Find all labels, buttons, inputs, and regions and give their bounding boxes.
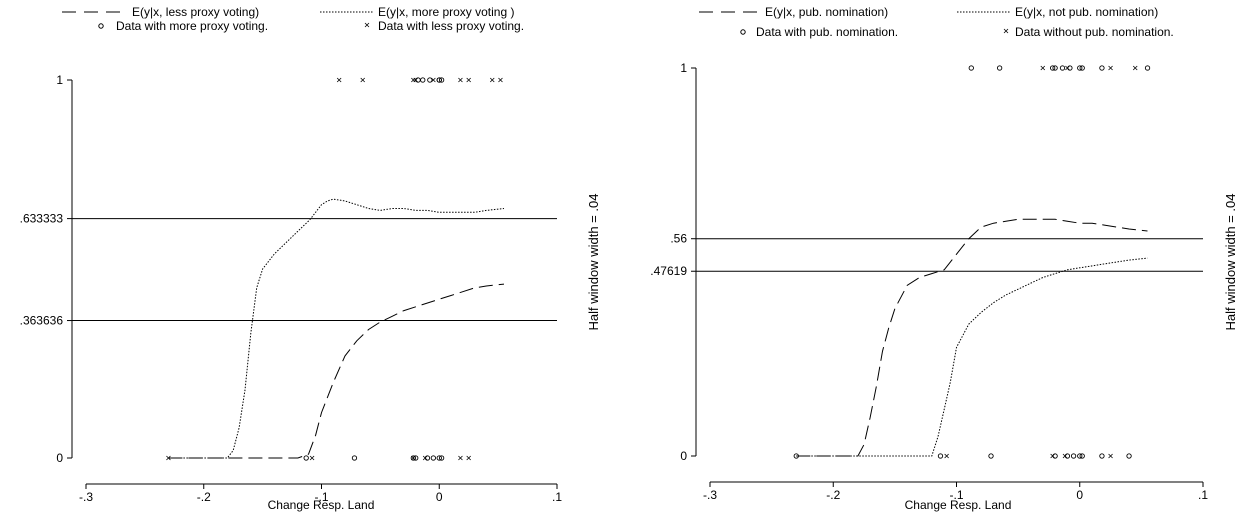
data-point-circle-left-7 xyxy=(438,455,445,461)
data-point-cross-left-13 xyxy=(489,77,495,83)
data-point-circle-right-15 xyxy=(1067,65,1073,71)
y-tick-label-right-3: 1 xyxy=(680,61,687,75)
data-point-cross-left-7 xyxy=(360,77,365,83)
legend-key-left-3 xyxy=(364,22,370,28)
data-point-cross-left-11 xyxy=(458,77,463,83)
legend-key-left-2 xyxy=(98,23,104,29)
x-tick-label-left-0: -.3 xyxy=(79,490,93,504)
x-tick-label-right-3: 0 xyxy=(1076,488,1083,502)
legend-key-right-2 xyxy=(740,29,746,35)
y-tick-label-right-1: .47619 xyxy=(650,264,687,278)
data-point-circle-left-8 xyxy=(415,77,421,83)
data-point-circle-left-1 xyxy=(351,455,358,461)
y-tick-label-left-3: 1 xyxy=(56,73,63,87)
data-point-circle-left-6 xyxy=(436,455,442,461)
x-tick-label-left-1: -.2 xyxy=(197,490,211,504)
plot-area-right: -.3 -.2 -.1 0 .1 0 .47619 .56 1 xyxy=(650,61,1208,502)
data-point-circle-left-12 xyxy=(436,77,442,83)
data-point-circle-right-18 xyxy=(1099,65,1105,71)
legend-label-right-2: Data with pub. nomination. xyxy=(756,25,898,39)
data-point-circle-left-9 xyxy=(420,77,426,83)
data-point-circle-right-9 xyxy=(1126,453,1132,459)
y-tick-label-left-2: .633333 xyxy=(20,212,64,226)
data-point-circle-left-13 xyxy=(438,77,445,83)
data-point-circle-right-12 xyxy=(1049,65,1056,71)
data-point-cross-right-1 xyxy=(1050,453,1055,459)
data-point-cross-right-4 xyxy=(1040,65,1046,71)
data-point-circle-right-4 xyxy=(1064,453,1071,459)
data-point-circle-right-3 xyxy=(1052,453,1058,459)
x-tick-label-right-4: .1 xyxy=(1198,488,1208,502)
legend-label-left-1: E(y|x, more proxy voting ) xyxy=(378,5,515,19)
series-line-right-1 xyxy=(796,257,1148,457)
side-note-right: Half window width = .04 xyxy=(1223,194,1238,331)
legend-left: E(y|x, less proxy voting) E(y|x, more pr… xyxy=(62,5,524,33)
legend-label-left-3: Data with less proxy voting. xyxy=(378,19,524,33)
data-point-circle-left-0 xyxy=(303,455,309,461)
data-point-circle-right-0 xyxy=(793,453,799,459)
x-axis-title-right: Change Resp. Land xyxy=(905,498,1012,512)
data-point-circle-left-2 xyxy=(410,455,416,461)
series-line-right-0 xyxy=(796,218,1148,457)
side-note-left: Half window width = .04 xyxy=(586,194,601,331)
data-point-cross-right-2 xyxy=(1062,453,1068,459)
data-point-circle-right-14 xyxy=(1059,65,1066,71)
data-point-circle-left-10 xyxy=(427,77,433,83)
data-point-cross-right-5 xyxy=(1065,65,1070,71)
data-point-cross-left-9 xyxy=(413,77,418,83)
x-tick-label-right-2: -.1 xyxy=(949,488,963,502)
data-point-circle-right-8 xyxy=(1099,453,1105,459)
data-point-cross-right-3 xyxy=(1108,453,1113,459)
data-point-cross-left-14 xyxy=(498,77,503,83)
x-tick-label-left-3: 0 xyxy=(436,490,443,504)
series-line-left-0 xyxy=(168,283,505,459)
chart-right: E(y|x, pub. nomination) E(y|x, not pub. … xyxy=(650,5,1238,512)
x-tick-label-right-1: -.2 xyxy=(826,488,840,502)
legend-key-right-3 xyxy=(1003,28,1009,34)
series-line-left-1 xyxy=(168,198,505,459)
data-point-circle-right-7 xyxy=(1079,453,1085,459)
data-point-circle-right-10 xyxy=(968,65,974,71)
legend-label-right-0: E(y|x, pub. nomination) xyxy=(765,5,888,19)
x-tick-label-right-0: -.3 xyxy=(703,488,717,502)
legend-right: E(y|x, pub. nomination) E(y|x, not pub. … xyxy=(699,5,1174,39)
data-point-cross-right-6 xyxy=(1108,65,1113,71)
data-point-circle-right-6 xyxy=(1077,453,1083,459)
data-point-circle-right-13 xyxy=(1052,65,1058,71)
x-tick-label-left-4: .1 xyxy=(552,490,562,504)
data-point-cross-left-1 xyxy=(309,455,315,461)
data-point-circle-right-19 xyxy=(1144,65,1151,71)
data-point-circle-left-4 xyxy=(424,455,431,461)
plot-area-left: -.3 -.2 -.1 0 .1 0 .363636 .633333 1 xyxy=(20,73,563,504)
x-axis-title-left: Change Resp. Land xyxy=(268,498,375,512)
chart-left: E(y|x, less proxy voting) E(y|x, more pr… xyxy=(20,5,601,512)
data-point-circle-right-16 xyxy=(1077,65,1083,71)
data-point-cross-left-10 xyxy=(431,77,436,83)
data-point-cross-left-2 xyxy=(411,455,416,461)
y-tick-label-right-0: 0 xyxy=(680,449,687,463)
legend-label-right-1: E(y|x, not pub. nomination) xyxy=(1015,5,1158,19)
data-point-circle-right-5 xyxy=(1070,453,1077,459)
data-point-cross-left-5 xyxy=(466,455,471,461)
data-point-cross-left-6 xyxy=(336,77,342,83)
y-tick-label-left-0: 0 xyxy=(56,451,63,465)
x-tick-label-left-2: -.1 xyxy=(314,490,328,504)
data-point-cross-right-7 xyxy=(1132,65,1138,71)
data-point-cross-left-4 xyxy=(458,455,463,461)
y-tick-label-right-2: .56 xyxy=(670,232,687,246)
data-point-cross-left-0 xyxy=(166,455,171,461)
legend-label-right-3: Data without pub. nomination. xyxy=(1015,25,1174,39)
data-point-circle-left-5 xyxy=(430,455,437,461)
data-point-circle-right-1 xyxy=(937,453,944,459)
legend-label-left-0: E(y|x, less proxy voting) xyxy=(132,5,259,19)
data-point-circle-right-17 xyxy=(1079,65,1085,71)
data-point-cross-left-12 xyxy=(466,77,471,83)
legend-label-left-2: Data with more proxy voting. xyxy=(116,19,268,33)
y-tick-label-left-1: .363636 xyxy=(20,314,64,328)
data-point-circle-right-11 xyxy=(996,65,1003,71)
data-point-cross-left-3 xyxy=(422,455,428,461)
data-point-circle-right-2 xyxy=(988,453,994,459)
data-point-cross-right-0 xyxy=(944,453,949,459)
